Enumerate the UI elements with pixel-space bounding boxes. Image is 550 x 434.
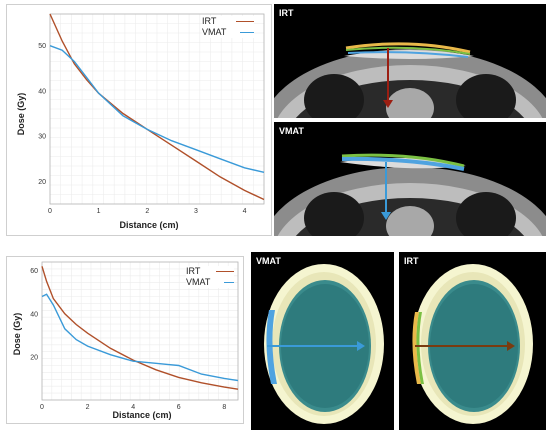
head-vmat-label: VMAT xyxy=(256,256,281,266)
bot-series-vmat-line xyxy=(41,293,239,382)
bottom-legend-vmat-swatch xyxy=(224,282,234,283)
top-chart-svg: 0 1 2 3 4 20 30 40 50 Dose (Gy) Distance (cm) xyxy=(16,13,265,230)
top-y-tick-label: 50 xyxy=(38,43,46,50)
top-y-tick-label: 20 xyxy=(38,179,46,186)
top-series-vmat-line xyxy=(49,45,265,173)
chest-ct-irt-scan xyxy=(274,42,546,118)
head-ct-vmat-image: VMAT xyxy=(251,252,394,430)
top-x-tick-label: 4 xyxy=(243,208,247,215)
top-legend-irt: IRT xyxy=(202,16,254,27)
chest-ct-irt-image: IRT xyxy=(274,4,546,118)
bot-y-tick-label: 60 xyxy=(30,268,38,275)
bot-x-tick-label: 8 xyxy=(222,404,226,411)
top-legend-irt-label: IRT xyxy=(202,16,217,26)
head-ct-vmat-scan xyxy=(264,264,384,424)
bottom-legend: IRT VMAT xyxy=(186,266,234,288)
top-y-tick-label: 40 xyxy=(38,88,46,95)
chest-irt-label: IRT xyxy=(279,8,294,18)
bot-y-tick-label: 40 xyxy=(30,311,38,318)
top-legend-vmat: VMAT xyxy=(202,27,254,38)
bot-x-tick-label: 4 xyxy=(131,404,135,411)
top-x-tick-label: 0 xyxy=(48,208,52,215)
bottom-x-axis-label: Distance (cm) xyxy=(112,410,171,420)
top-legend-vmat-label: VMAT xyxy=(202,27,227,37)
chest-ct-vmat-image: VMAT xyxy=(274,122,546,236)
bottom-legend-irt: IRT xyxy=(186,266,234,277)
top-x-axis-label: Distance (cm) xyxy=(119,220,178,230)
head-irt-label: IRT xyxy=(404,256,419,266)
head-ct-irt-image: IRT xyxy=(399,252,546,430)
chest-vmat-label: VMAT xyxy=(279,126,304,136)
top-x-tick-label: 2 xyxy=(145,208,149,215)
bot-plot-area xyxy=(41,261,239,401)
top-legend-irt-swatch xyxy=(236,21,254,22)
bottom-legend-irt-label: IRT xyxy=(186,266,201,276)
bottom-chart-svg: 0 2 4 6 8 20 40 60 Dose (Gy) Distance (cm) xyxy=(12,261,239,420)
top-legend: IRT VMAT xyxy=(202,16,254,38)
bottom-chart: 0 2 4 6 8 20 40 60 Dose (Gy) Distance (cm) xyxy=(6,256,244,424)
bottom-legend-irt-swatch xyxy=(216,271,234,272)
chest-ct-vmat-scan xyxy=(274,153,546,236)
top-x-tick-label: 3 xyxy=(194,208,198,215)
top-x-tick-label: 1 xyxy=(97,208,101,215)
top-y-tick-label: 30 xyxy=(38,134,46,141)
bottom-legend-vmat: VMAT xyxy=(186,277,234,288)
bot-y-tick-label: 20 xyxy=(30,354,38,361)
bot-x-tick-label: 6 xyxy=(177,404,181,411)
head-ct-irt-scan xyxy=(412,264,533,424)
top-chart: 0 1 2 3 4 20 30 40 50 Dose (Gy) Distance (cm) xyxy=(6,4,272,236)
bottom-legend-vmat-label: VMAT xyxy=(186,277,211,287)
top-legend-vmat-swatch xyxy=(240,32,254,33)
top-y-axis-label: Dose (Gy) xyxy=(16,93,26,136)
top-plot-area xyxy=(49,13,265,205)
bot-x-tick-label: 2 xyxy=(86,404,90,411)
bottom-y-axis-label: Dose (Gy) xyxy=(12,313,22,356)
bot-series-irt-line xyxy=(41,266,239,390)
bot-x-tick-label: 0 xyxy=(40,404,44,411)
